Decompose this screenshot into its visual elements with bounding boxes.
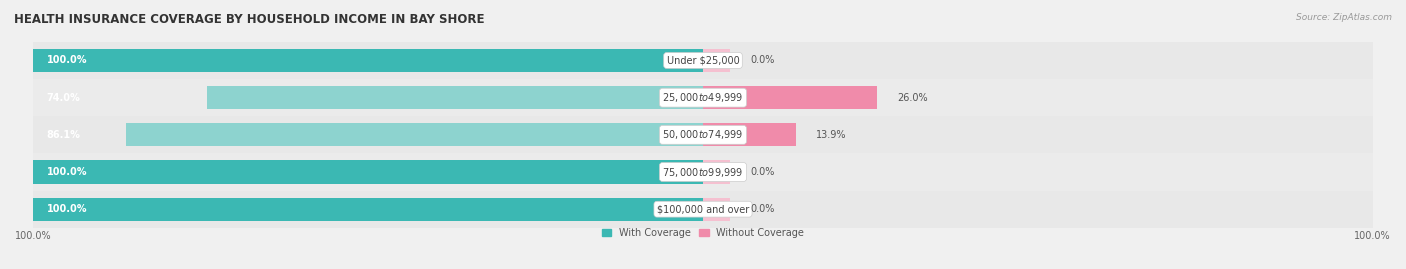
Bar [34, 153, 1372, 191]
Bar [703, 161, 730, 183]
Text: 0.0%: 0.0% [749, 167, 775, 177]
Bar [703, 123, 796, 146]
Bar [703, 49, 730, 72]
Text: $50,000 to $74,999: $50,000 to $74,999 [662, 128, 744, 141]
Text: 86.1%: 86.1% [46, 130, 80, 140]
Bar [34, 42, 1372, 79]
Text: $75,000 to $99,999: $75,000 to $99,999 [662, 165, 744, 179]
Bar [34, 49, 703, 72]
Text: 0.0%: 0.0% [749, 55, 775, 65]
Legend: With Coverage, Without Coverage: With Coverage, Without Coverage [602, 228, 804, 238]
Bar [34, 79, 1372, 116]
Text: 0.0%: 0.0% [749, 204, 775, 214]
Bar [34, 161, 703, 183]
Text: Under $25,000: Under $25,000 [666, 55, 740, 65]
Bar [127, 123, 703, 146]
Bar [703, 86, 877, 109]
Bar [34, 116, 1372, 153]
Text: 100.0%: 100.0% [46, 167, 87, 177]
Text: 26.0%: 26.0% [897, 93, 928, 103]
Bar [34, 198, 703, 221]
Text: 74.0%: 74.0% [46, 93, 80, 103]
Text: 13.9%: 13.9% [815, 130, 846, 140]
Bar [703, 198, 730, 221]
Text: 100.0%: 100.0% [46, 204, 87, 214]
Bar [208, 86, 703, 109]
Text: 100.0%: 100.0% [46, 55, 87, 65]
Text: $25,000 to $49,999: $25,000 to $49,999 [662, 91, 744, 104]
Text: Source: ZipAtlas.com: Source: ZipAtlas.com [1296, 13, 1392, 22]
Text: $100,000 and over: $100,000 and over [657, 204, 749, 214]
Bar [34, 191, 1372, 228]
Text: HEALTH INSURANCE COVERAGE BY HOUSEHOLD INCOME IN BAY SHORE: HEALTH INSURANCE COVERAGE BY HOUSEHOLD I… [14, 13, 485, 26]
